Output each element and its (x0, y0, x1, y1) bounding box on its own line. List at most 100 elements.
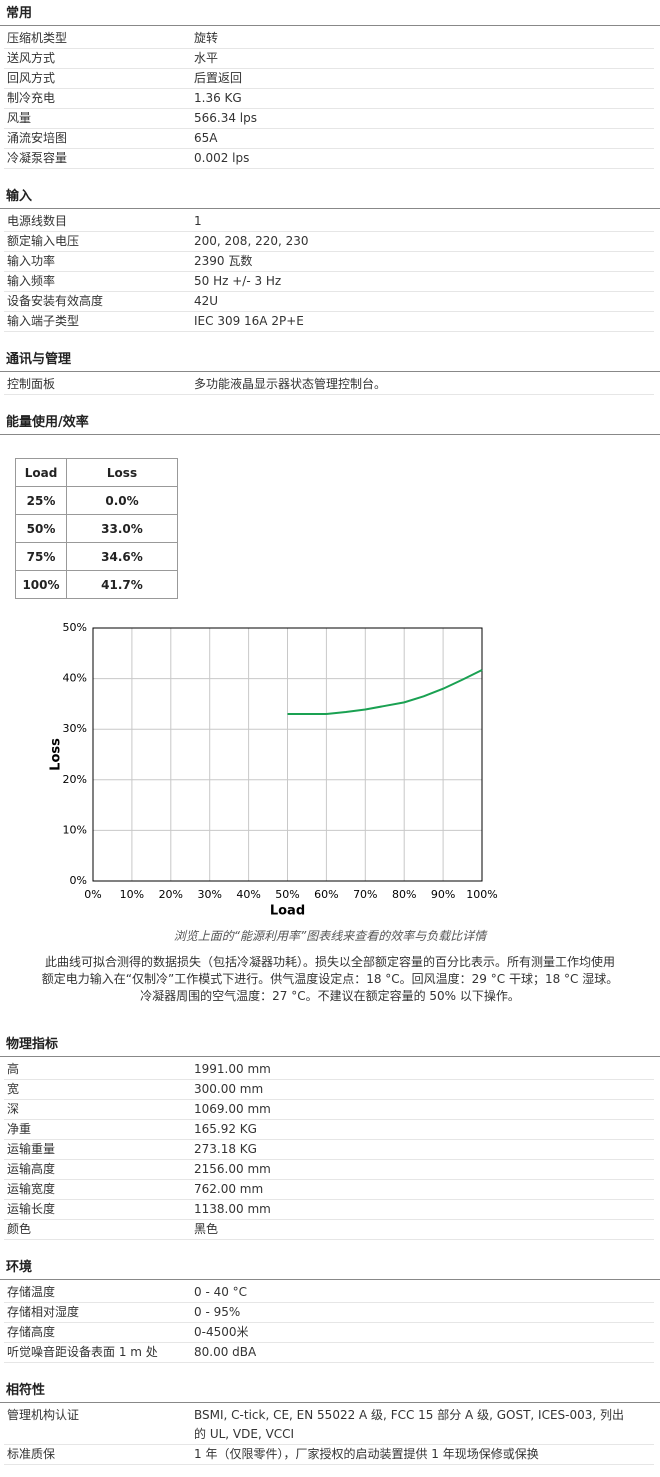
spec-label: 颜色 (7, 1222, 32, 1236)
section: 物理指标高 1991.00 mm 宽 300.00 mm 深 1069.00 mm 净重 16… (0, 1031, 660, 1240)
spec-label: 涌流安培图 (7, 131, 68, 145)
spec-value: 273.18 KG (194, 1142, 257, 1156)
spec-row: 存储相对湿度 0 - 95% (4, 1303, 654, 1323)
spec-value: 1069.00 mm (194, 1102, 271, 1116)
spec-label: 电源线数目 (7, 214, 68, 228)
table-cell: 25% (15, 486, 67, 515)
spec-row: 送风方式 水平 (4, 49, 654, 69)
section-title: 通讯与管理 (0, 346, 660, 372)
y-tick-label: 50% (63, 621, 87, 634)
spec-row: 电源线数目 1 (4, 212, 654, 232)
spec-label: 回风方式 (7, 71, 56, 85)
spec-value: 1.36 KG (194, 91, 242, 105)
spec-row: 净重 165.92 KG (4, 1120, 654, 1140)
spec-row: 管理机构认证 BSMI, C-tick, CE, EN 55022 A 级, FC… (4, 1406, 654, 1445)
spec-label: 控制面板 (7, 377, 56, 391)
spec-label: 压缩机类型 (7, 31, 68, 45)
table-cell: 0.0% (66, 486, 178, 515)
spec-value: 300.00 mm (194, 1082, 264, 1096)
section-title: 相符性 (0, 1377, 660, 1403)
spec-label: 冷凝泵容量 (7, 151, 68, 165)
x-tick-label: 20% (159, 888, 183, 901)
loss-table: Load Loss 25% 0.0% 50% 33.0% 75% 34.6% 100% 41.7% (15, 458, 178, 599)
spec-label: 制冷充电 (7, 91, 56, 105)
loss-line (287, 669, 483, 716)
spec-label: 听觉噪音距设备表面 1 m 处 (7, 1345, 158, 1359)
y-tick-label: 10% (63, 823, 87, 836)
section-title: 常用 (0, 0, 660, 26)
section-title: 能量使用/效率 (0, 409, 660, 435)
x-tick-label: 0% (84, 888, 101, 901)
x-tick-label: 80% (392, 888, 416, 901)
chart-note: 此曲线可拟合测得的数据损失（包括冷凝器功耗）。损失以全部额定容量的百分比表示。所… (41, 955, 619, 1003)
spec-row: 输入端子类型 IEC 309 16A 2P+E (4, 312, 654, 332)
table-cell: 41.7% (66, 570, 178, 599)
spec-value: BSMI, C-tick, CE, EN 55022 A 级, FCC 15 部… (194, 1408, 625, 1441)
energy-section: 能量使用/效率 Load Loss 25% 0.0% 50% 33.0% 75% 34.6% 10… (0, 409, 660, 1005)
plot-border (92, 627, 483, 882)
spec-value: 1138.00 mm (194, 1202, 271, 1216)
table-header: Load Loss (15, 458, 178, 487)
x-tick-label: 10% (120, 888, 144, 901)
spec-value: 80.00 dBA (194, 1345, 257, 1359)
spec-row: 颜色 黑色 (4, 1220, 654, 1240)
spec-value: 水平 (194, 51, 219, 65)
spec-row: 涌流安培图 65A (4, 129, 654, 149)
section-title: 环境 (0, 1254, 660, 1280)
spec-label: 设备安装有效高度 (7, 294, 104, 308)
x-tick-label: 40% (236, 888, 260, 901)
spec-value: 1991.00 mm (194, 1062, 271, 1076)
section: 常用 压缩机类型 旋转 送风方式 水平 回风方式 后置返回 制冷充电 1.36 KG 风量 566.… (0, 0, 660, 169)
table-cell: 33.0% (66, 514, 178, 543)
section: 输入电源线数目 1 额定输入电压 200, 208, 220, 230 输入功率 2390… (0, 183, 660, 332)
spec-value: IEC 309 16A 2P+E (194, 314, 304, 328)
x-tick-label: 30% (197, 888, 221, 901)
x-tick-label: 100% (466, 888, 497, 901)
spec-label: 存储高度 (7, 1325, 56, 1339)
spec-row: 输入频率 50 Hz +/- 3 Hz (4, 272, 654, 292)
table-row: 25% 0.0% (15, 486, 178, 515)
y-tick-label: 20% (63, 773, 87, 786)
y-tick-label: 0% (70, 874, 87, 887)
spec-value: 后置返回 (194, 71, 243, 85)
spec-value: 0 - 40 °C (194, 1285, 248, 1299)
spec-row: 存储高度 0-4500米 (4, 1323, 654, 1343)
spec-value: 42U (194, 294, 219, 308)
spec-row: 制冷充电 1.36 KG (4, 89, 654, 109)
spec-value: 2156.00 mm (194, 1162, 271, 1176)
spec-label: 深 (7, 1102, 20, 1116)
chart: 0% 10% 20% 30% 40% 50% 60% 70% 80% 90% 100% 0% 10% 20… (49, 621, 498, 919)
x-axis-label: Load (270, 904, 305, 919)
table-cell: 34.6% (66, 542, 178, 571)
table-row: 100% 41.7% (15, 570, 178, 599)
spec-row: 运输宽度 762.00 mm (4, 1180, 654, 1200)
spec-row: 额定输入电压 200, 208, 220, 230 (4, 232, 654, 252)
spec-value: 50 Hz +/- 3 Hz (194, 274, 282, 288)
table-cell: 50% (15, 514, 67, 543)
x-tick-label: 90% (431, 888, 455, 901)
spec-value: 0 - 95% (194, 1305, 241, 1319)
section: 通讯与管理控制面板 多功能液晶显示器状态管理控制台。 (0, 346, 660, 395)
spec-value: 762.00 mm (194, 1182, 264, 1196)
spec-row: 回风方式 后置返回 (4, 69, 654, 89)
spec-row: 高 1991.00 mm (4, 1060, 654, 1080)
spec-label: 额定输入电压 (7, 234, 80, 248)
spec-label: 标准质保 (7, 1447, 56, 1461)
spec-label: 送风方式 (7, 51, 56, 65)
spec-value: 旋转 (194, 31, 219, 45)
y-tick-label: 40% (63, 672, 87, 685)
spec-value: 2390 瓦数 (194, 254, 253, 268)
spec-label: 净重 (7, 1122, 32, 1136)
x-tick-label: 60% (314, 888, 338, 901)
table-cell: 100% (15, 570, 67, 599)
spec-label: 运输宽度 (7, 1182, 56, 1196)
spec-value: 65A (194, 131, 218, 145)
y-tick-label: 30% (63, 722, 87, 735)
spec-value: 多功能液晶显示器状态管理控制台。 (194, 377, 387, 391)
spec-label: 输入功率 (7, 254, 56, 268)
section-title: 输入 (0, 183, 660, 209)
spec-label: 输入端子类型 (7, 314, 80, 328)
y-axis-label: Loss (49, 738, 64, 771)
spec-row: 冷凝泵容量 0.002 lps (4, 149, 654, 169)
spec-value: 1 年（仅限零件），厂家授权的启动装置提供 1 年现场保修或保换 (194, 1447, 539, 1461)
